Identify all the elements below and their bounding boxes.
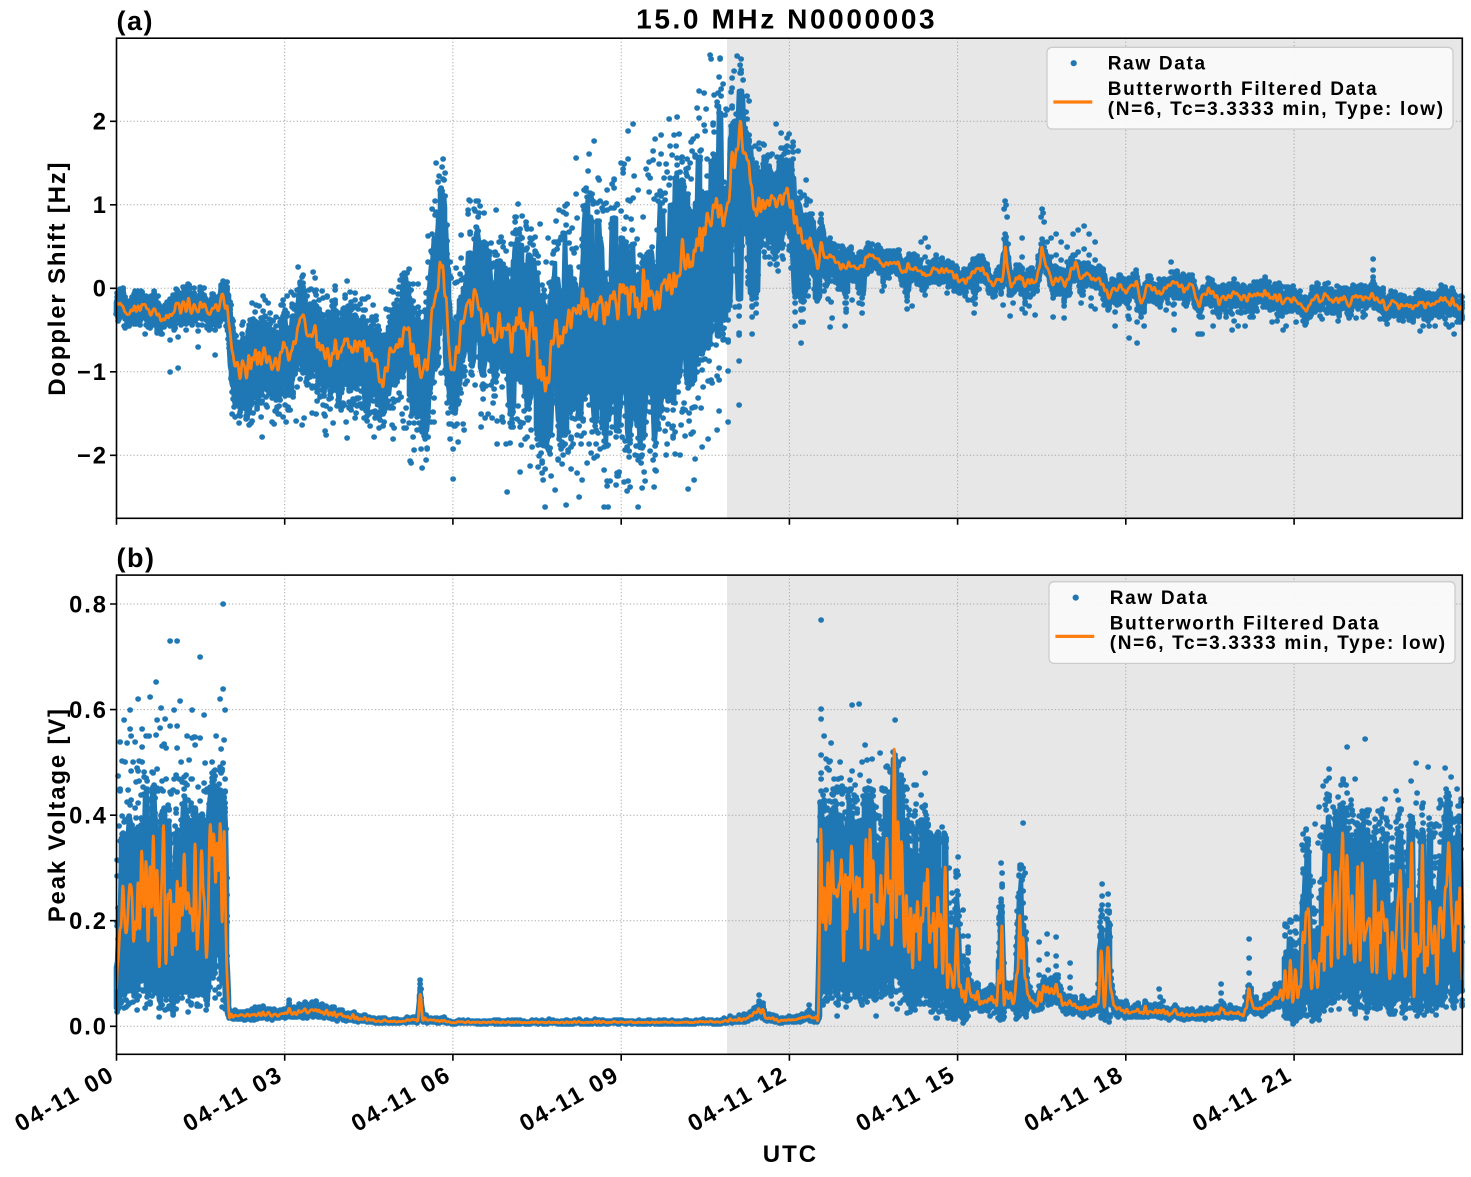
svg-text:0.2: 0.2	[69, 909, 108, 935]
svg-text:Doppler Shift [Hz]: Doppler Shift [Hz]	[44, 161, 71, 396]
svg-text:0: 0	[93, 277, 108, 303]
svg-text:Butterworth Filtered Data: Butterworth Filtered Data	[1108, 79, 1379, 100]
svg-text:(a): (a)	[117, 6, 155, 36]
svg-text:(b): (b)	[117, 543, 156, 573]
svg-text:15.0 MHz N0000003: 15.0 MHz N0000003	[636, 4, 937, 35]
svg-text:−1: −1	[77, 360, 108, 386]
svg-text:0.8: 0.8	[69, 592, 108, 618]
svg-text:Raw Data: Raw Data	[1110, 588, 1209, 609]
svg-text:UTC: UTC	[763, 1141, 818, 1168]
svg-text:0.0: 0.0	[69, 1015, 108, 1041]
svg-text:1: 1	[93, 193, 108, 219]
svg-text:0.6: 0.6	[69, 698, 108, 724]
svg-text:−2: −2	[77, 444, 108, 470]
svg-text:(N=6, Tc=3.3333 min, Type: low: (N=6, Tc=3.3333 min, Type: low)	[1108, 99, 1445, 120]
svg-text:0.4: 0.4	[69, 804, 108, 830]
svg-text:Peak Voltage [V]: Peak Voltage [V]	[44, 707, 71, 922]
svg-text:Raw Data: Raw Data	[1108, 54, 1207, 75]
svg-text:2: 2	[93, 110, 108, 136]
svg-text:Butterworth Filtered Data: Butterworth Filtered Data	[1110, 613, 1381, 634]
svg-text:(N=6, Tc=3.3333 min, Type: low: (N=6, Tc=3.3333 min, Type: low)	[1110, 633, 1447, 654]
